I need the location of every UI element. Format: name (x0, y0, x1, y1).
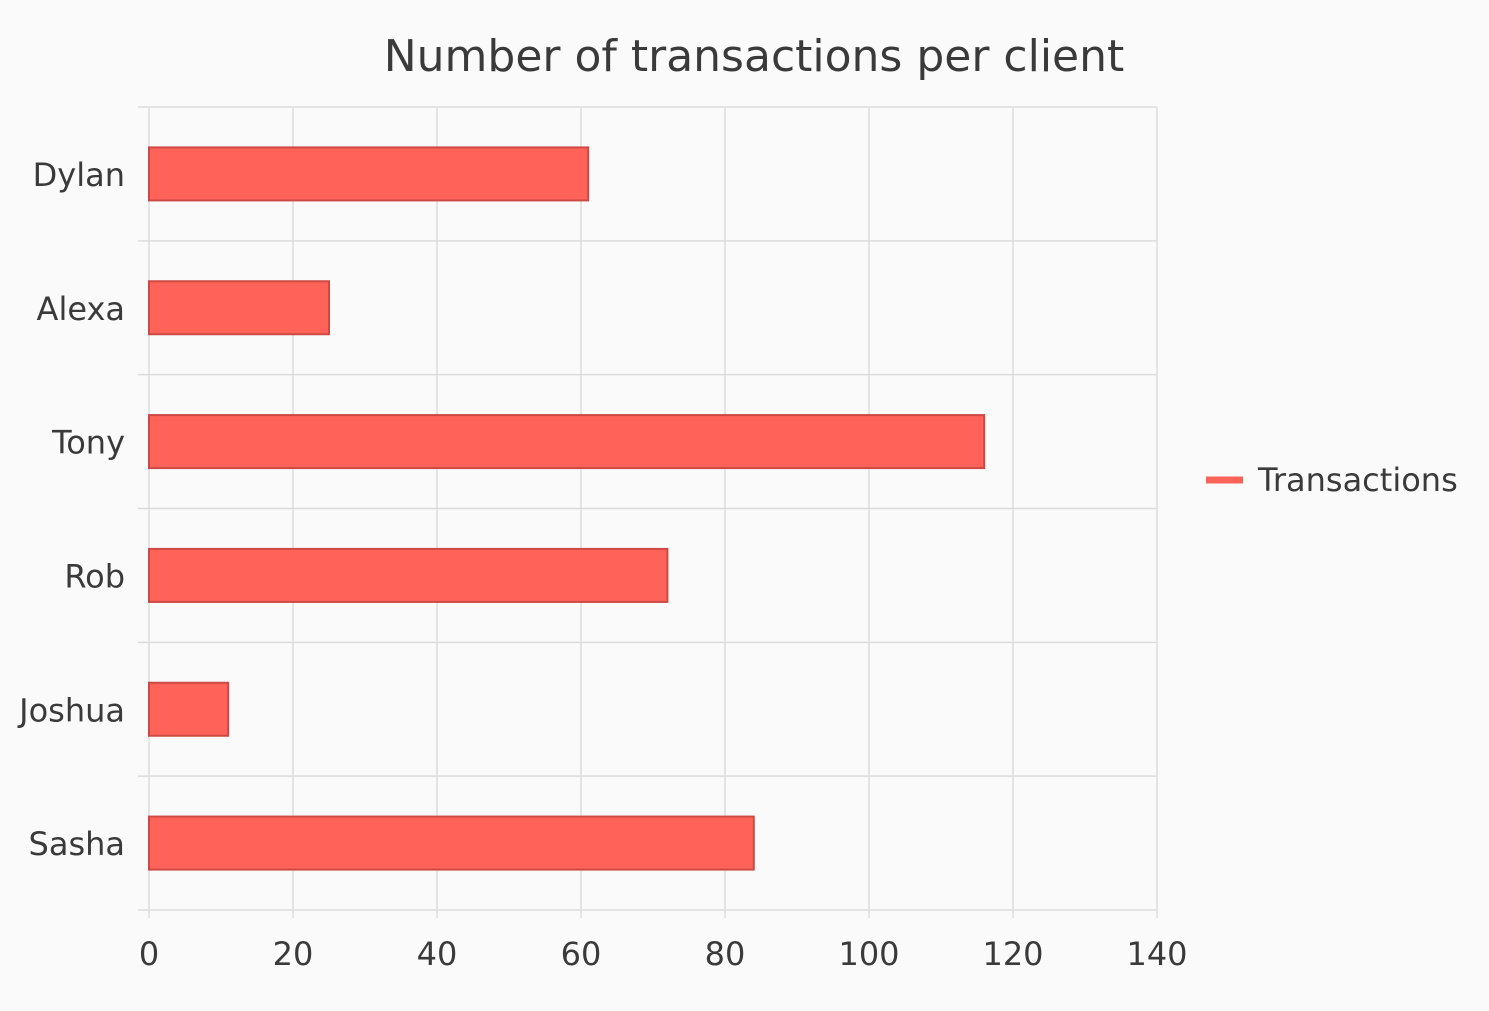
x-axis-ticks: 0 20 40 60 80 100 120 140 (139, 935, 1188, 973)
category-label-sasha: Sasha (29, 825, 125, 863)
bar-dylan (148, 146, 590, 202)
category-label-dylan: Dylan (33, 156, 125, 194)
grid-layer (138, 106, 1158, 918)
x-tick-label: 20 (273, 935, 314, 973)
category-labels: Dylan Alexa Tony Rob Joshua Sasha (17, 156, 125, 863)
bar-alexa (148, 280, 330, 336)
bar-sasha (148, 815, 755, 871)
bar-joshua (148, 681, 230, 737)
x-tick-label: 100 (838, 935, 899, 973)
category-label-tony: Tony (51, 424, 125, 462)
bar-tony (148, 414, 986, 470)
x-tick-label: 0 (139, 935, 159, 973)
legend: Transactions (1206, 461, 1458, 499)
category-label-rob: Rob (64, 557, 125, 595)
bars-layer (148, 146, 986, 871)
x-tick-label: 140 (1126, 935, 1187, 973)
x-tick-label: 120 (982, 935, 1043, 973)
chart-title: Number of transactions per client (384, 31, 1125, 82)
x-tick-label: 80 (705, 935, 746, 973)
category-label-alexa: Alexa (37, 290, 125, 328)
x-tick-label: 60 (561, 935, 602, 973)
bar-rob (148, 547, 669, 603)
legend-label-transactions: Transactions (1257, 461, 1458, 499)
category-label-joshua: Joshua (17, 691, 125, 729)
x-tick-label: 40 (417, 935, 458, 973)
